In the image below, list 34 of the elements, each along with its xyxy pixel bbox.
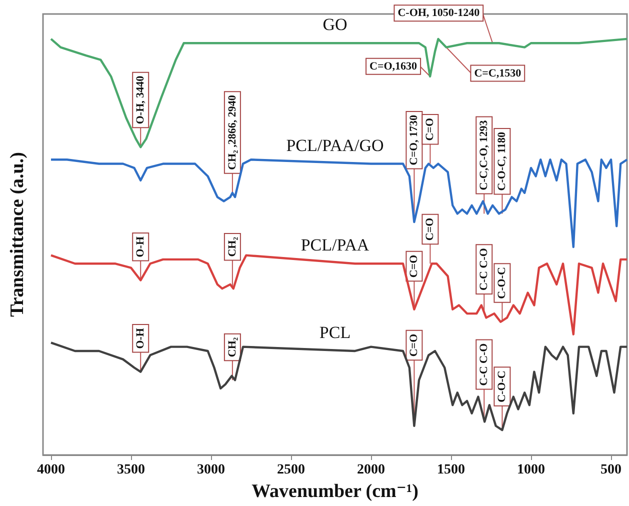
- annotation: C-C,C-O, 1293: [478, 120, 490, 190]
- annotation: CH₂ ,2866, 2940: [226, 94, 238, 170]
- x-tick-label: 3000: [197, 462, 225, 478]
- x-tick-label: 1500: [437, 462, 465, 478]
- annotation: C=O: [424, 217, 436, 241]
- annotation: C-O-C: [496, 267, 508, 299]
- annotation: C-OH, 1050-1240: [398, 7, 480, 20]
- annotation: C=O: [408, 333, 420, 357]
- annotation: O-H: [134, 236, 147, 258]
- annotation: CH₂: [226, 336, 238, 358]
- annotation: C-C C-O: [478, 342, 490, 386]
- x-axis-title: Wavenumber (cm⁻¹): [252, 480, 418, 502]
- annotation: C=O: [424, 118, 436, 141]
- series-label: PCL: [319, 322, 351, 342]
- series-label: PCL/PAA/GO: [286, 136, 384, 155]
- series-label: GO: [322, 15, 348, 34]
- x-tick-label: 500: [600, 462, 622, 478]
- x-tick-label: 2500: [277, 462, 305, 478]
- annotation: O-H, 3440: [134, 75, 147, 124]
- x-tick-label: 4000: [37, 462, 65, 478]
- y-axis-title: Transmittance (a.u.): [7, 152, 28, 317]
- annotation: C-O-C, 1180: [496, 132, 508, 191]
- annotation: C=C,1530: [474, 67, 522, 80]
- x-tick-label: 1000: [517, 462, 545, 478]
- annotation: CH₂: [226, 236, 238, 257]
- x-tick-label: 3500: [117, 462, 145, 478]
- annotation: C=O: [408, 254, 420, 278]
- series-label: PCL/PAA: [300, 236, 370, 255]
- annotation: C=O,1630: [370, 60, 418, 72]
- x-tick-label: 2000: [357, 462, 385, 478]
- annotation: C-C C-O: [478, 248, 490, 291]
- annotation: O-H: [134, 328, 147, 349]
- annotation: C=O, 1730: [408, 114, 420, 166]
- annotation: C-O-C: [496, 370, 508, 402]
